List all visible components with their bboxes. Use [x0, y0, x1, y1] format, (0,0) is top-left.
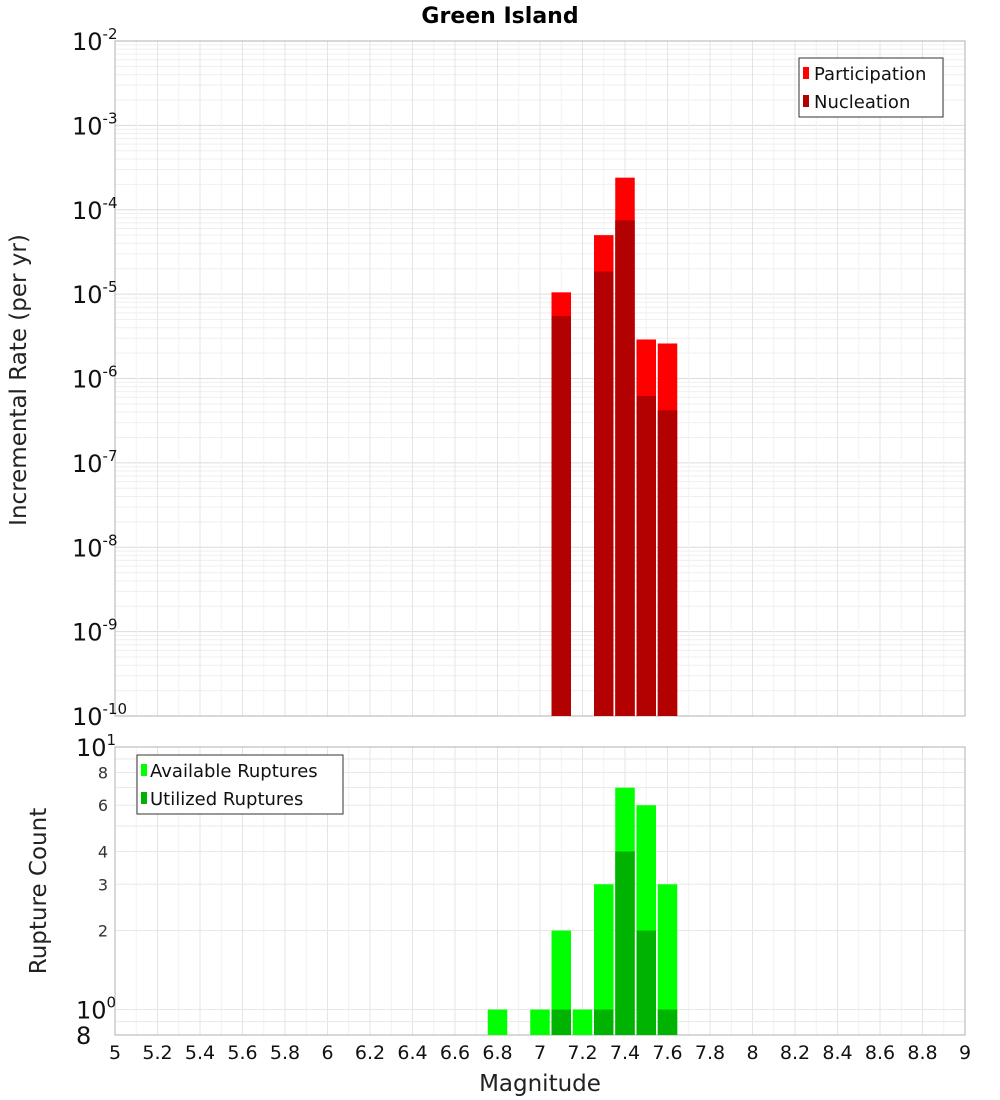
legend-swatch-participation: [803, 67, 809, 79]
nucleation-bar-7.6: [657, 410, 678, 716]
top-y-tick-label: 10-7: [72, 447, 118, 478]
bottom-y-tick-label: 6: [98, 796, 108, 815]
utilized-bar-7.4: [615, 851, 635, 1035]
x-tick-label: 6.2: [355, 1042, 385, 1064]
top-y-tick-label: 10-8: [72, 531, 118, 562]
x-tick-label: 8.2: [780, 1042, 810, 1064]
x-tick-label: 5.6: [227, 1042, 257, 1064]
x-axis-label: Magnitude: [479, 1071, 601, 1097]
x-tick-label: 8.4: [822, 1042, 852, 1064]
x-tick-label: 5.4: [185, 1042, 215, 1064]
legend-label-available: Available Ruptures: [150, 761, 318, 782]
top-y-tick-label: 10-6: [72, 363, 118, 394]
bottom-y-tick-label: 8: [98, 763, 108, 782]
utilized-bar-7.6: [657, 1009, 678, 1035]
top-y-tick-label: 10-4: [72, 194, 118, 225]
x-ticks: 5 5.2 5.4 5.6 5.8 6 6.2 6.4 6.6 6.8 7 7.2 7.4 7.6 7.8 8…: [109, 1042, 971, 1064]
top-y-tick-label: 10-9: [72, 616, 118, 647]
available-bar-7.2: [572, 1009, 593, 1035]
legend-label-utilized: Utilized Ruptures: [150, 789, 303, 810]
top-plot-area: [114, 40, 966, 717]
nucleation-bar-7.1: [551, 316, 571, 716]
bottom-bars: [487, 787, 678, 1035]
available-bar-7: [530, 1009, 550, 1035]
x-tick-label: 7.4: [610, 1042, 640, 1064]
x-tick-label: 8.8: [907, 1042, 937, 1064]
bottom-y-tick-label: 8: [76, 1022, 91, 1050]
available-bar-7.1: [551, 930, 571, 1035]
x-tick-label: 8: [746, 1042, 758, 1064]
legend-label-participation: Participation: [814, 64, 926, 85]
bottom-y-axis-label: Rupture Count: [26, 808, 52, 974]
x-tick-label: 5.2: [142, 1042, 172, 1064]
nucleation-bar-7.5: [636, 396, 656, 716]
bottom-y-tick-label: 3: [98, 875, 108, 894]
bottom-y-tick-label: 100: [76, 994, 116, 1025]
nucleation-bar-7.3: [594, 271, 614, 716]
utilized-bar-7.1: [551, 1009, 571, 1035]
top-y-ticks: 10-10 10-9 10-8 10-7 10-6 10-5 10-4 10-3 10-2: [72, 25, 127, 731]
bottom-legend: Available Ruptures Utilized Ruptures: [136, 754, 344, 815]
available-bar-6.8: [487, 1009, 508, 1035]
utilized-bar-7.5: [636, 930, 656, 1035]
chart-title: Green Island: [421, 4, 578, 29]
available-bar-7.6: [657, 884, 678, 1035]
legend-swatch-available: [141, 764, 147, 776]
x-tick-label: 7.8: [695, 1042, 725, 1064]
top-y-tick-label: 10-2: [72, 25, 118, 56]
utilized-bar-7.3: [594, 1009, 614, 1035]
x-tick-label: 7.6: [652, 1042, 682, 1064]
top-y-tick-label: 10-5: [72, 278, 118, 309]
legend-swatch-utilized: [141, 792, 147, 804]
available-bar-7.3: [594, 884, 614, 1035]
top-y-tick-label: 10-3: [72, 109, 118, 140]
legend-swatch-nucleation: [803, 95, 809, 107]
x-tick-label: 9: [959, 1042, 971, 1064]
x-tick-label: 7.2: [567, 1042, 597, 1064]
x-tick-label: 5: [109, 1042, 121, 1064]
x-tick-label: 6.6: [440, 1042, 470, 1064]
bottom-y-tick-label: 101: [76, 731, 116, 762]
x-tick-label: 8.6: [865, 1042, 895, 1064]
x-tick-label: 6.8: [482, 1042, 512, 1064]
nucleation-bar-7.4: [615, 220, 635, 717]
bottom-y-tick-label: 2: [98, 922, 108, 941]
x-tick-label: 6: [321, 1042, 333, 1064]
x-tick-label: 5.8: [270, 1042, 300, 1064]
legend-label-nucleation: Nucleation: [814, 92, 910, 113]
x-tick-label: 7: [534, 1042, 546, 1064]
top-y-axis-label: Incremental Rate (per yr): [6, 234, 32, 526]
x-tick-label: 6.4: [397, 1042, 427, 1064]
top-bars: [551, 177, 678, 717]
bottom-y-tick-label: 4: [98, 842, 108, 861]
top-legend: Participation Nucleation: [798, 57, 944, 118]
top-gridlines: [114, 41, 966, 717]
top-y-tick-label: 10-10: [72, 700, 127, 731]
